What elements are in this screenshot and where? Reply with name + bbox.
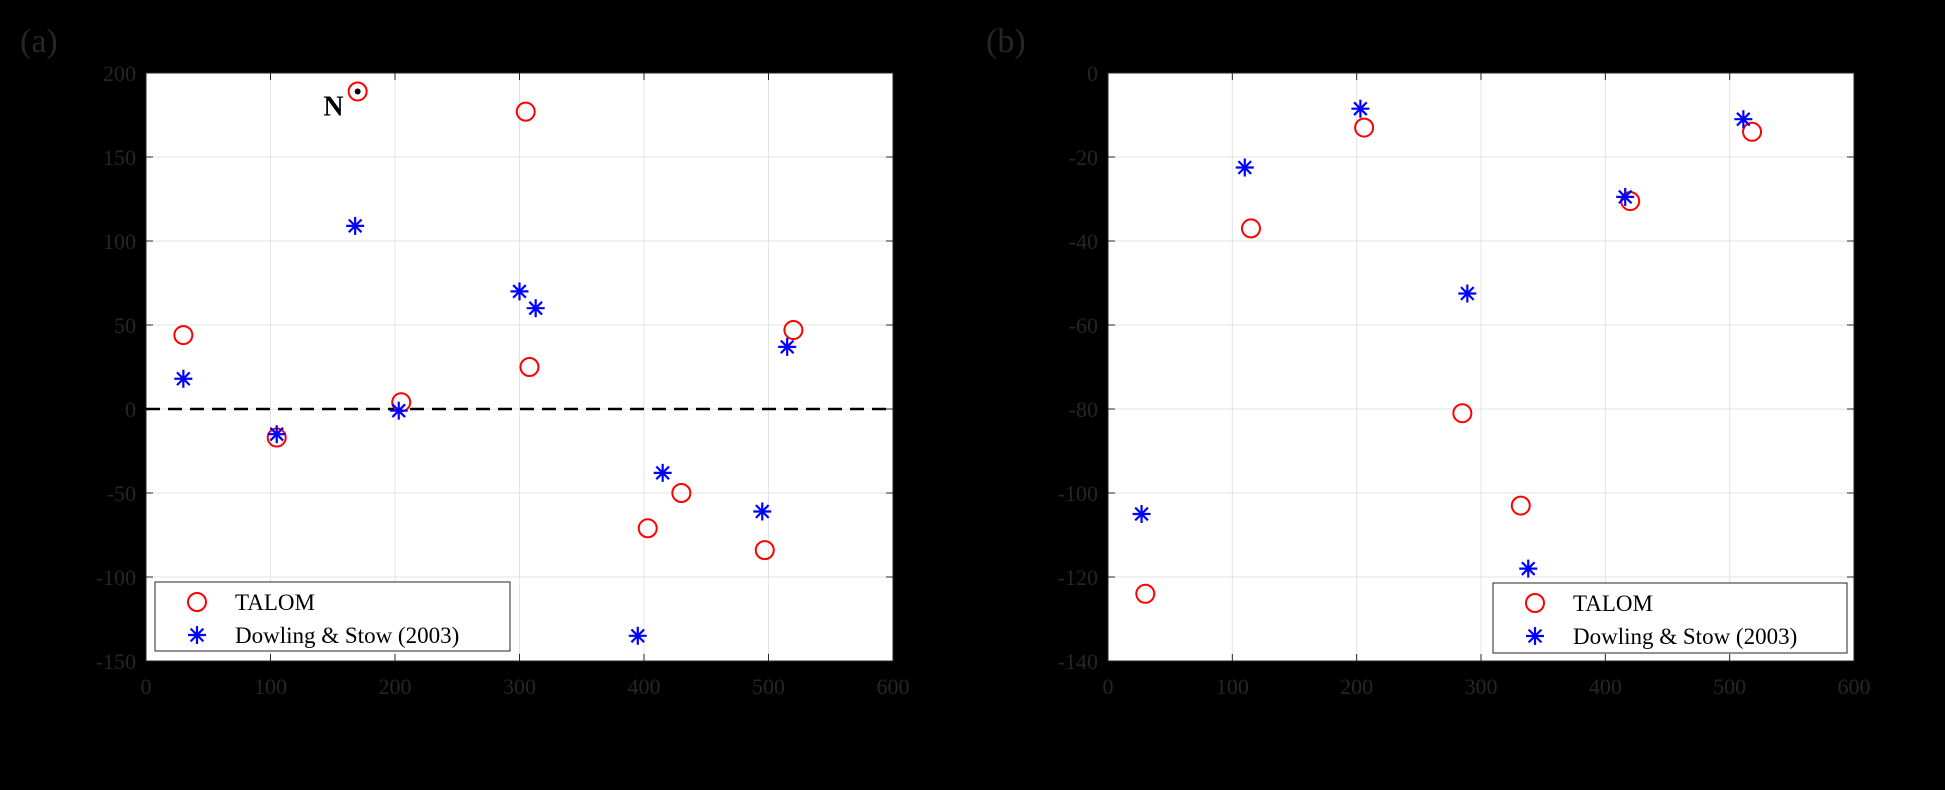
legend-label: Dowling & Stow (2003): [1573, 624, 1797, 649]
chart-panel-b: 0 100 200 300 400 500 600 -140 -120 -100 -80 -60 -40…: [986, 23, 1871, 699]
asterisk-point: [1616, 187, 1635, 206]
x-tick-label: 400: [628, 674, 661, 699]
circle-point: [347, 81, 368, 102]
asterisk-point: [653, 463, 672, 482]
legend: TALOM Dowling & Stow (2003): [1492, 582, 1848, 654]
annotation-dot: [354, 88, 361, 95]
x-tick-label: 100: [254, 674, 287, 699]
asterisk-point: [628, 626, 647, 645]
y-tick-label: 0: [1087, 61, 1098, 86]
series-talom: [173, 81, 804, 561]
x-tick-label: 600: [1838, 674, 1871, 699]
x-tick-label: 200: [1340, 674, 1373, 699]
circle-point: [754, 540, 775, 561]
asterisk-point: [753, 502, 772, 521]
asterisk-point: [1235, 158, 1254, 177]
x-tick-label: 500: [752, 674, 785, 699]
x-tick-label: 0: [1103, 674, 1114, 699]
y-tick-label: 100: [103, 229, 136, 254]
y-tick-label: -150: [96, 649, 136, 674]
asterisk-point: [526, 299, 545, 318]
circle-point: [783, 320, 804, 341]
y-tick-label: 0: [125, 397, 136, 422]
x-tick-label: 400: [1589, 674, 1622, 699]
x-tick-label: 300: [503, 674, 536, 699]
plot-frame: [1107, 72, 1855, 662]
legend: TALOM Dowling & Stow (2003): [154, 581, 511, 652]
series-dowling-stow: [1132, 99, 1753, 578]
asterisk-point: [1132, 505, 1151, 523]
y-tick-label: -140: [1058, 649, 1098, 674]
circle-point: [1742, 121, 1763, 142]
y-tick-label: -50: [107, 481, 136, 506]
asterisk-point: [174, 369, 193, 388]
legend-box: [1492, 582, 1848, 654]
legend-label: Dowling & Stow (2003): [235, 623, 459, 648]
y-tick-label: 200: [103, 61, 136, 86]
circle-point: [671, 483, 692, 503]
chart-panel-a: 0 100 200 300 400 500 600 -150 -100 -50 0 50 100 150 2…: [20, 23, 910, 699]
legend-box: [154, 581, 511, 652]
asterisk-point: [1734, 110, 1753, 129]
x-tick-label: 200: [379, 674, 412, 699]
circle-point: [1510, 495, 1531, 516]
legend-label: TALOM: [1573, 591, 1653, 616]
y-tick-label: -100: [1058, 481, 1098, 506]
asterisk-point: [346, 216, 365, 235]
y-tick-label: -20: [1069, 145, 1098, 170]
y-tick-label: -80: [1069, 397, 1098, 422]
circle-point: [637, 518, 658, 539]
asterisk-point: [389, 401, 408, 420]
circle-point: [1240, 218, 1261, 239]
y-tick-label: 150: [103, 145, 136, 170]
circle-point: [515, 101, 536, 122]
circle-point: [1135, 583, 1156, 604]
circle-point: [1452, 403, 1473, 424]
legend-marker: [1525, 593, 1545, 613]
asterisk-point: [1458, 284, 1477, 303]
panel-label: (a): [20, 23, 58, 60]
legend-marker: [188, 626, 206, 644]
asterisk-point: [510, 282, 529, 301]
legend-marker: [1526, 627, 1544, 645]
x-tick-label: 0: [141, 674, 152, 699]
y-tick-label: -60: [1069, 313, 1098, 338]
x-tick-label: 600: [877, 674, 910, 699]
y-tick-label: -120: [1058, 565, 1098, 590]
x-tick-label: 100: [1216, 674, 1249, 699]
asterisk-point: [778, 337, 797, 356]
asterisk-point: [267, 425, 286, 444]
legend-label: TALOM: [235, 590, 315, 615]
circle-point: [1354, 117, 1375, 138]
circle-point: [519, 357, 540, 377]
plot-frame: [145, 72, 894, 662]
circle-point: [173, 325, 194, 346]
annotation-label: N: [323, 91, 343, 122]
panel-label: (b): [986, 23, 1026, 60]
y-tick-label: 50: [114, 313, 136, 338]
asterisk-point: [1519, 559, 1538, 578]
x-tick-label: 300: [1465, 674, 1498, 699]
series-dowling-stow: [174, 216, 797, 645]
series-talom: [1135, 117, 1763, 604]
asterisk-point: [1351, 99, 1370, 118]
x-tick-label: 500: [1713, 674, 1746, 699]
y-tick-label: -40: [1069, 229, 1098, 254]
y-tick-label: -100: [96, 565, 136, 590]
legend-marker: [187, 592, 207, 612]
